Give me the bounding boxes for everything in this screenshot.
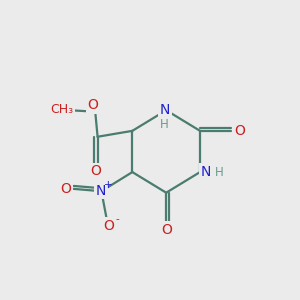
Text: N: N	[96, 184, 106, 198]
Text: O: O	[234, 124, 245, 138]
Text: H: H	[215, 166, 224, 178]
Text: O: O	[161, 223, 172, 237]
Text: O: O	[87, 98, 98, 112]
Text: N: N	[200, 165, 211, 179]
Text: +: +	[104, 180, 112, 190]
Text: O: O	[61, 182, 71, 196]
Text: N: N	[160, 103, 170, 117]
Text: O: O	[103, 219, 115, 233]
Text: O: O	[91, 164, 102, 178]
Text: CH₃: CH₃	[50, 103, 73, 116]
Text: -: -	[115, 214, 119, 224]
Text: H: H	[160, 118, 169, 131]
